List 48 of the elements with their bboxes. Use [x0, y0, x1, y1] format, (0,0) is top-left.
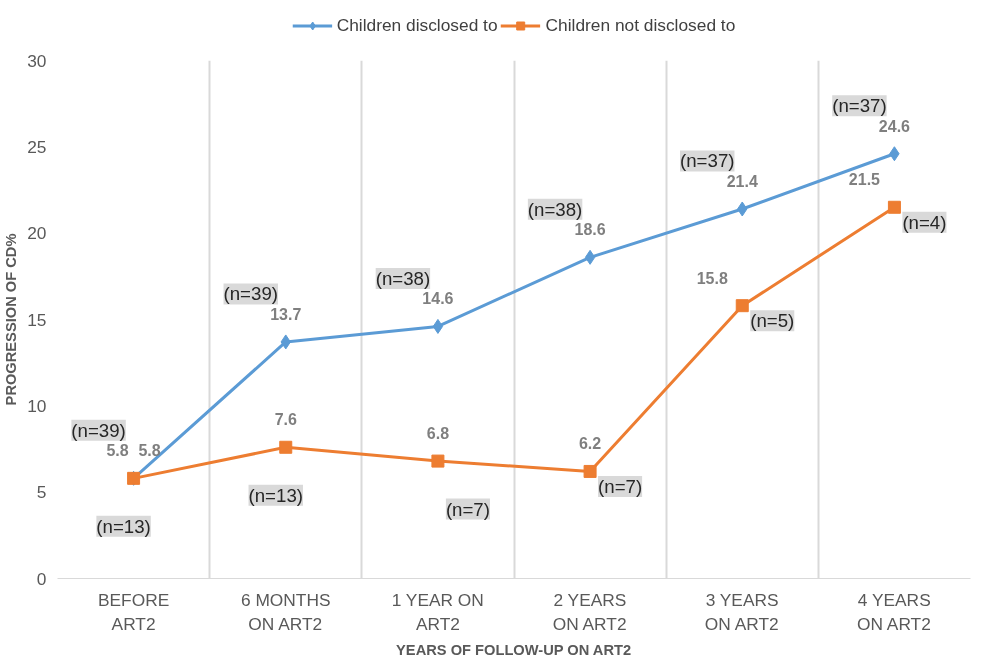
point — [735, 299, 749, 313]
legend-label: Children disclosed to — [336, 14, 498, 36]
data-label: 6.2 — [578, 435, 602, 453]
x-tick-label: 3 YEARS ON ART2 — [704, 589, 779, 634]
data-label: 14.6 — [422, 290, 454, 308]
data-label: 5.8 — [138, 442, 161, 460]
legend-label: Children not disclosed to — [545, 14, 736, 36]
annotation: (n=7) — [598, 475, 643, 497]
x-tick-label: 6 MONTHS ON ART2 — [240, 589, 331, 634]
y-tick-label: 30 — [27, 50, 47, 71]
x-tick-label: 4 YEARS ON ART2 — [857, 589, 931, 634]
annotation: (n=13) — [96, 515, 151, 537]
annotation: (n=38) — [527, 198, 583, 220]
y-tick-label: 25 — [27, 136, 47, 157]
annotation: (n=7) — [445, 498, 490, 520]
x-tick-label: 1 YEAR ON ART2 — [391, 589, 484, 634]
point — [584, 249, 596, 265]
annotation: (n=13) — [248, 484, 303, 506]
x-axis-title: YEARS OF FOLLOW-UP ON ART2 — [396, 641, 632, 658]
y-tick-label: 10 — [27, 395, 47, 416]
data-label: 7.6 — [274, 411, 297, 429]
point — [887, 200, 901, 214]
annotation: (n=4) — [902, 211, 947, 233]
x-tick-label: 2 YEARS ON ART2 — [552, 589, 627, 634]
y-tick-label: 0 — [36, 568, 47, 589]
data-label: 21.5 — [848, 171, 881, 189]
y-axis-title: PROGRESSION OF CD% — [3, 233, 20, 406]
point — [431, 454, 445, 468]
x-tick-label: BEFORE ART2 — [97, 589, 170, 634]
data-label: 18.6 — [574, 221, 606, 239]
annotation: (n=38) — [375, 267, 431, 289]
data-label: 21.4 — [726, 172, 758, 190]
y-tick-label: 20 — [27, 223, 47, 244]
y-tick-label: 15 — [27, 309, 47, 330]
point — [279, 440, 293, 454]
data-label: 24.6 — [878, 117, 911, 135]
annotation: (n=5) — [750, 310, 795, 332]
data-label: 6.8 — [426, 425, 450, 443]
annotation: (n=39) — [71, 419, 126, 441]
data-label: 5.8 — [106, 442, 129, 460]
data-label: 13.7 — [270, 305, 302, 323]
annotation: (n=37) — [680, 150, 735, 172]
point — [583, 464, 597, 478]
annotation: (n=39) — [223, 283, 278, 305]
data-label: 15.8 — [696, 269, 728, 287]
annotation: (n=37) — [832, 95, 887, 117]
y-tick-label: 5 — [36, 482, 47, 503]
point — [432, 318, 444, 334]
